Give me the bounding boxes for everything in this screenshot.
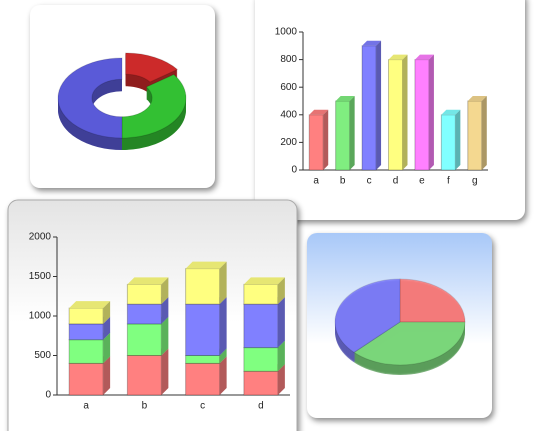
bar-side	[402, 54, 408, 170]
bar-side	[349, 96, 355, 170]
bar	[243, 283, 279, 305]
x-tick-label: c	[200, 401, 205, 412]
bar	[467, 100, 483, 171]
bar	[185, 268, 221, 305]
slice	[399, 278, 466, 323]
x-tick-label: b	[142, 401, 148, 412]
x-tick-label: f	[447, 176, 450, 187]
y-tick-label: 1000	[29, 311, 52, 322]
bar-side	[219, 348, 227, 364]
x-tick-label: b	[340, 176, 346, 187]
bar	[126, 303, 162, 325]
bar	[126, 323, 162, 356]
bar	[414, 59, 430, 171]
bar-side	[277, 277, 285, 305]
x-tick-label: c	[367, 176, 372, 187]
bar	[126, 283, 162, 305]
bar	[68, 339, 104, 364]
x-tick-label: d	[393, 176, 399, 187]
y-tick-label: 500	[34, 350, 51, 361]
bar	[361, 45, 377, 171]
bar-top	[414, 54, 434, 60]
bar-top	[362, 40, 382, 46]
bar	[68, 323, 104, 341]
bar	[335, 100, 351, 171]
slice	[334, 278, 401, 354]
y-tick-label: 0	[45, 390, 51, 401]
y-tick-label: 600	[280, 82, 297, 93]
bar-top	[335, 96, 355, 101]
bar-side	[161, 297, 169, 324]
y-tick-label: 800	[280, 54, 297, 65]
bar-side	[219, 356, 227, 395]
bar-side	[428, 54, 434, 170]
slice	[57, 57, 123, 139]
bar	[308, 114, 324, 171]
bar	[440, 114, 456, 171]
y-tick-label: 1000	[275, 27, 298, 38]
bar-side	[161, 316, 169, 356]
bar-side	[277, 364, 285, 395]
bar-side	[161, 348, 169, 395]
x-tick-label: d	[258, 401, 264, 412]
bar-side	[103, 356, 111, 395]
bar-top	[127, 277, 169, 285]
x-tick-label: e	[419, 176, 425, 187]
bar-side	[277, 297, 285, 348]
bar-side	[455, 109, 461, 170]
y-tick-label: 1500	[29, 271, 52, 282]
bar	[68, 307, 104, 325]
bar-side	[103, 316, 111, 340]
bar	[243, 303, 279, 349]
bar-top	[185, 261, 227, 269]
slice	[125, 52, 179, 83]
x-tick-label: a	[313, 176, 319, 187]
bar	[185, 355, 221, 364]
y-tick-label: 400	[280, 109, 297, 120]
y-tick-label: 0	[291, 165, 297, 176]
bar-side	[161, 277, 169, 305]
bar-top	[69, 301, 111, 309]
bar-top	[309, 109, 329, 115]
bar-side	[376, 40, 382, 170]
bar-side	[219, 297, 227, 356]
bar	[388, 59, 403, 171]
bar-side	[481, 96, 487, 170]
bar-top	[243, 277, 285, 285]
slice	[121, 73, 187, 139]
bar-side	[103, 332, 111, 364]
bar	[126, 355, 162, 396]
bar	[243, 347, 279, 372]
bar	[68, 362, 104, 396]
bar	[243, 370, 279, 396]
bar-top	[388, 54, 408, 60]
y-tick-label: 200	[280, 137, 297, 148]
bar-side	[219, 261, 227, 305]
x-tick-label: g	[472, 176, 478, 187]
panel	[30, 5, 215, 188]
bar-side	[277, 340, 285, 372]
y-tick-label: 2000	[29, 232, 52, 243]
bar-side	[323, 109, 329, 170]
bar	[185, 362, 221, 396]
x-tick-label: a	[83, 401, 89, 412]
bar-top	[467, 96, 487, 101]
slice	[353, 321, 466, 366]
bar-top	[441, 109, 461, 115]
bar-side	[103, 301, 111, 324]
bar	[185, 303, 221, 356]
